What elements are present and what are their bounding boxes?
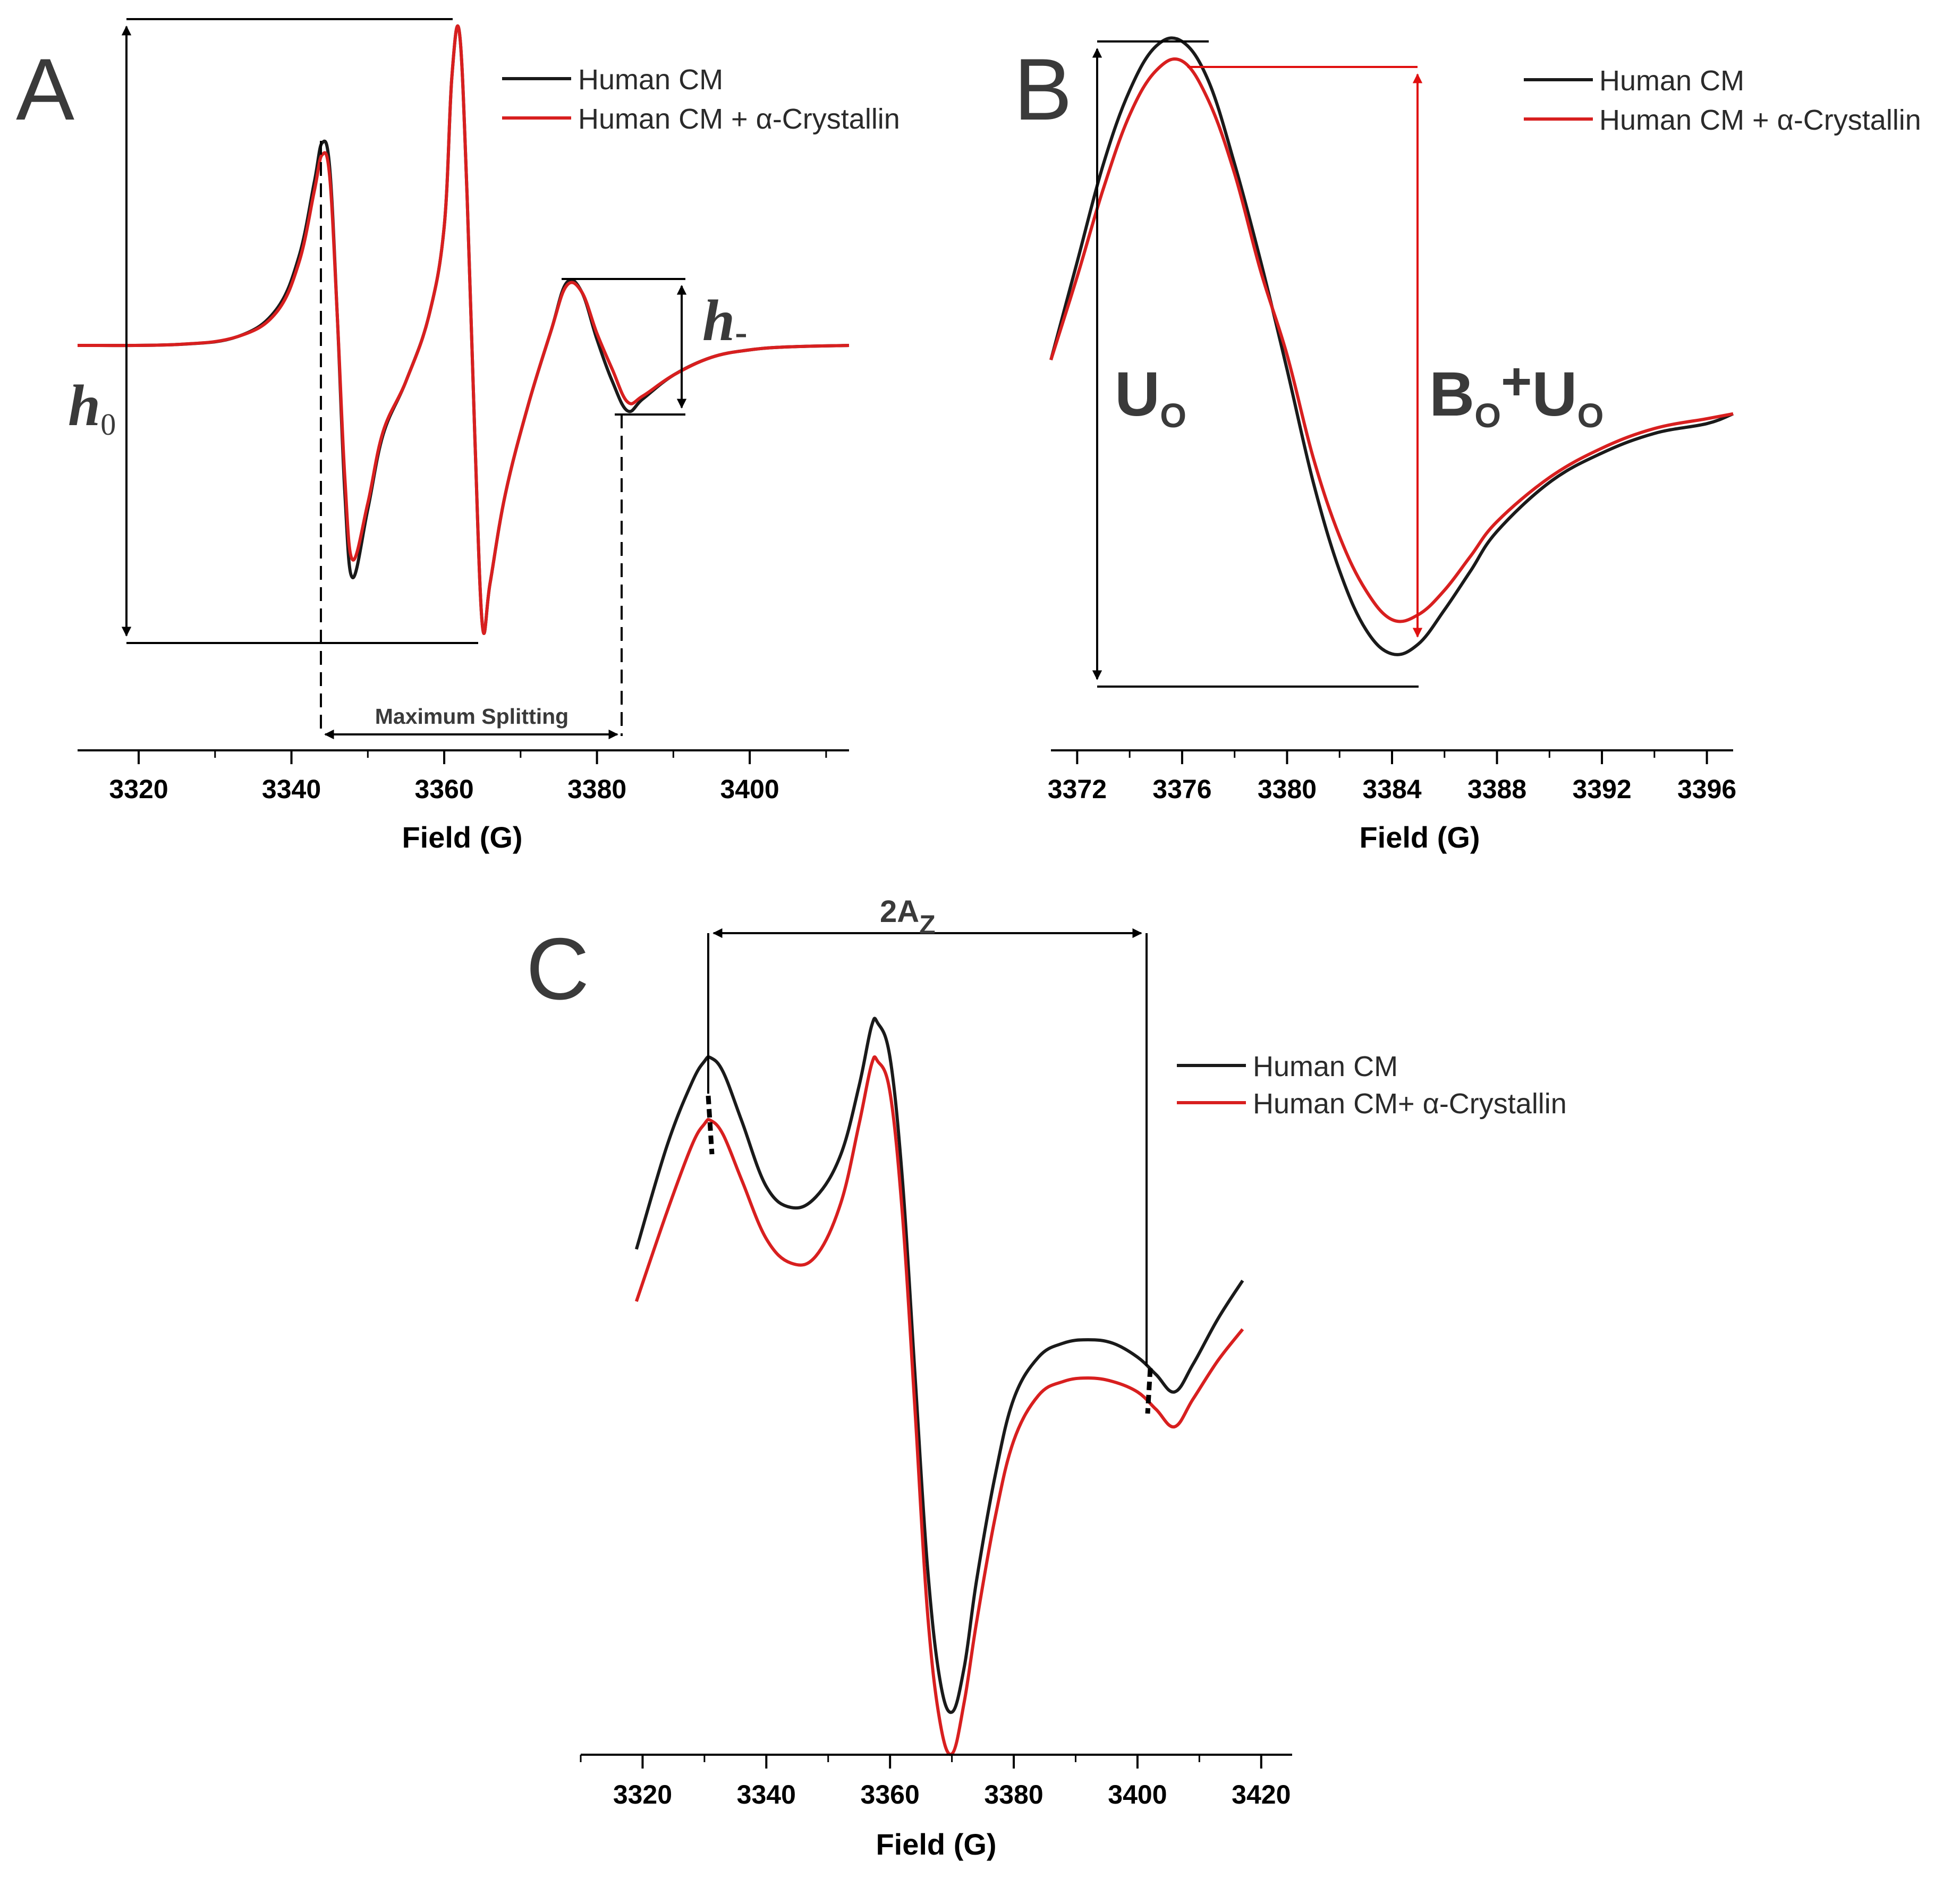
u0-bracket (1092, 40, 1419, 688)
panel-b-letter: B (1014, 40, 1072, 138)
x-tick-label: 3380 (984, 1780, 1043, 1809)
h-minus-label: h- (702, 288, 748, 353)
panel-a-plot (77, 24, 850, 635)
panel-c: C 2AZ 3320 3340 3360 3380 3400 3420 Field (G)… (526, 894, 1567, 1861)
x-tick-label: 3372 (1048, 774, 1107, 804)
x-tick-label: 3320 (613, 1780, 672, 1809)
maximum-splitting-marker (320, 141, 623, 740)
panel-c-x-axis-title: Field (G) (876, 1828, 996, 1861)
series-human-cm-crystallin-line (1049, 57, 1734, 623)
x-tick-label: 3340 (262, 774, 321, 804)
2az-bracket (706, 928, 1153, 1414)
x-tick-label: 3384 (1362, 774, 1421, 804)
2az-label: 2AZ (880, 894, 936, 940)
legend-label-crystallin: Human CM+ α-Crystallin (1253, 1088, 1567, 1120)
legend-label-crystallin: Human CM + α-Crystallin (1599, 104, 1921, 136)
panel-a-letter: A (16, 40, 74, 138)
x-tick-label: 3420 (1232, 1780, 1291, 1809)
legend-label-crystallin: Human CM + α-Crystallin (578, 103, 900, 135)
b0-u0-label: BO+UO (1429, 352, 1603, 435)
panel-b: B UO BO+UO 3372 3376 3380 3384 3388 3392 3396 … (1014, 36, 1921, 854)
panel-c-letter: C (526, 920, 589, 1018)
legend-label-human-cm: Human CM (1599, 65, 1744, 97)
series-human-cm-line (1049, 36, 1734, 656)
panel-b-plot (1049, 36, 1734, 656)
panel-b-legend: Human CM Human CM + α-Crystallin (1524, 65, 1921, 136)
series-human-cm-crystallin-line (77, 24, 850, 635)
b0-u0-bracket (1187, 66, 1423, 638)
maximum-splitting-label: Maximum Splitting (375, 704, 569, 729)
panel-a-legend: Human CM Human CM + α-Crystallin (502, 64, 900, 135)
panel-c-legend: Human CM Human CM+ α-Crystallin (1177, 1051, 1567, 1120)
x-tick-label: 3392 (1572, 774, 1631, 804)
panel-b-x-ticks: 3372 3376 3380 3384 3388 3392 3396 (1048, 750, 1736, 804)
x-tick-label: 3376 (1152, 774, 1211, 804)
x-tick-label: 3320 (109, 774, 168, 804)
panel-a-x-axis-title: Field (G) (402, 820, 522, 854)
x-tick-label: 3400 (720, 774, 779, 804)
h0-bracket (121, 18, 478, 644)
x-tick-label: 3360 (861, 1780, 920, 1809)
x-tick-label: 3340 (737, 1780, 796, 1809)
x-tick-label: 3360 (414, 774, 473, 804)
legend-label-human-cm: Human CM (1253, 1051, 1398, 1082)
x-tick-label: 3396 (1677, 774, 1736, 804)
legend-label-human-cm: Human CM (578, 64, 723, 96)
x-tick-label: 3380 (1258, 774, 1317, 804)
panel-c-x-ticks: 3320 3340 3360 3380 3400 3420 (580, 1755, 1291, 1809)
panel-b-x-axis-title: Field (G) (1359, 820, 1480, 854)
u0-label: UO (1115, 359, 1186, 435)
x-tick-label: 3400 (1108, 1780, 1167, 1809)
panel-a: A h0 h- Maximum Splitting 3320 3340 336 (16, 18, 900, 854)
x-tick-label: 3388 (1467, 774, 1526, 804)
panel-c-plot (634, 1017, 1244, 1756)
h0-label: h0 (68, 373, 116, 442)
panel-a-x-ticks: 3320 3340 3360 3380 3400 (109, 750, 827, 804)
x-tick-label: 3380 (567, 774, 626, 804)
series-human-cm-line (634, 1017, 1244, 1714)
h-minus-bracket (562, 278, 687, 416)
series-human-cm-crystallin-line (634, 1055, 1244, 1756)
